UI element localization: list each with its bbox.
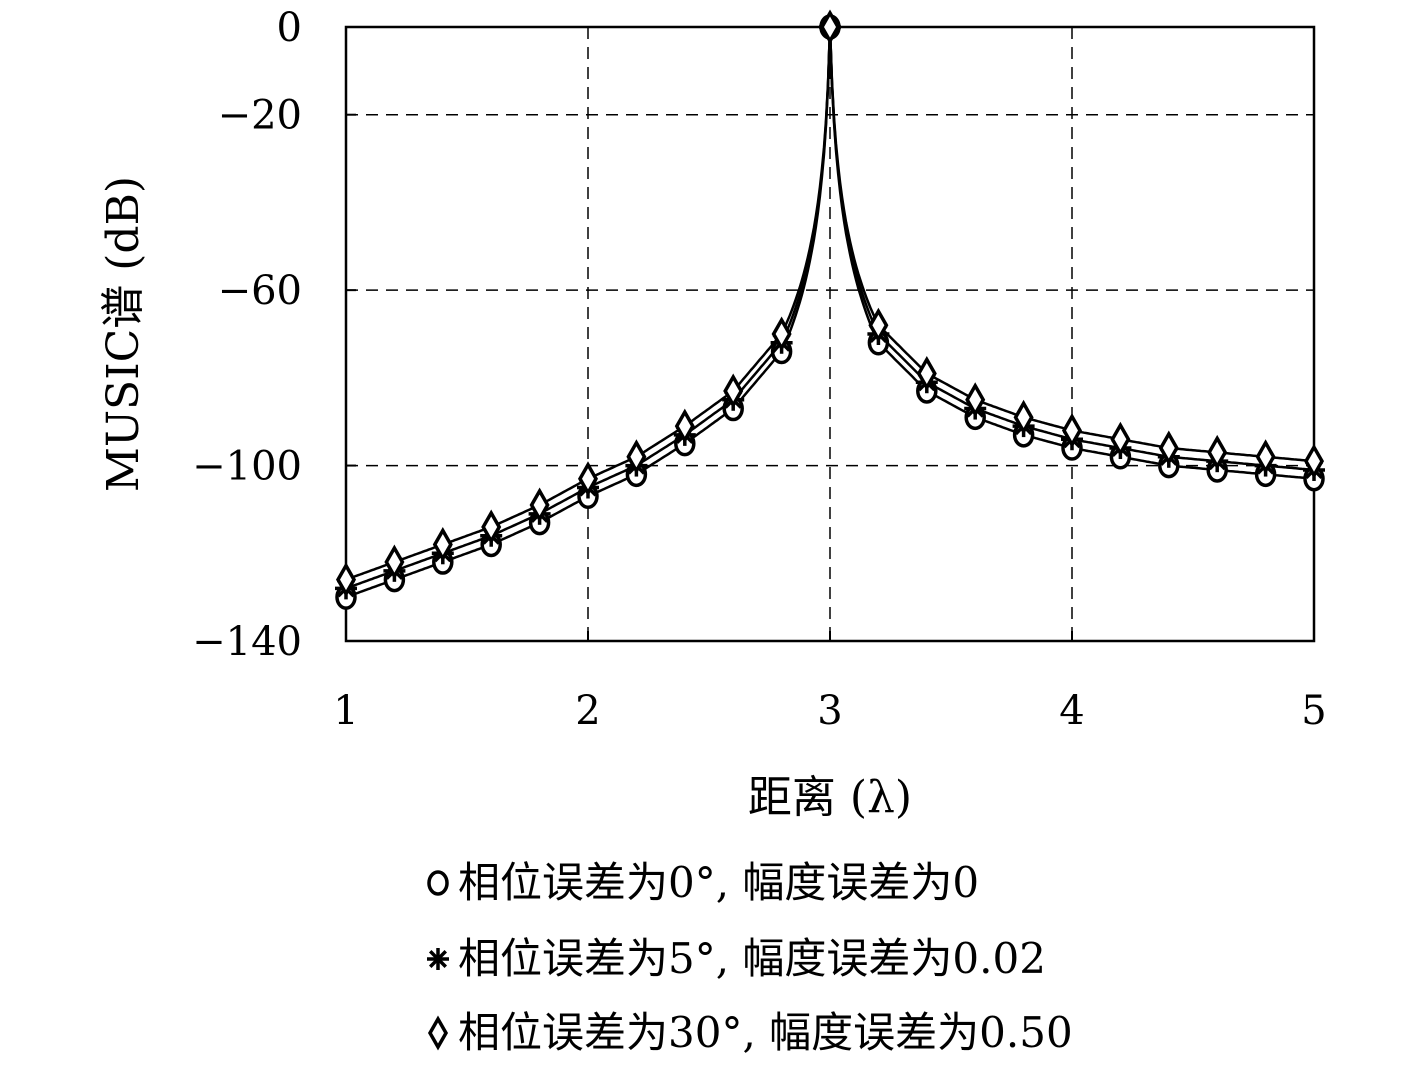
- data-point-diamond: [335, 562, 357, 598]
- data-point-diamond: [1207, 434, 1228, 470]
- data-point-diamond: [626, 439, 647, 475]
- y-axis-ticks: 0 −20 −60 −100 −140: [192, 5, 356, 665]
- data-point-diamond: [529, 487, 550, 523]
- grid: [346, 27, 1314, 641]
- data-point-diamond: [819, 9, 841, 45]
- legend-marker-circle: [427, 870, 449, 896]
- y-tick-label: −20: [218, 93, 302, 139]
- legend-item: 相位误差为0°, 幅度误差为0: [427, 858, 979, 907]
- x-axis-label: 距离 (λ): [748, 772, 912, 823]
- data-point-diamond: [1061, 412, 1083, 449]
- data-point-diamond: [771, 316, 792, 352]
- y-tick-label: −60: [218, 268, 302, 314]
- asterisk-stroke: [428, 949, 448, 969]
- legend-marker-asterisk: [427, 948, 449, 970]
- data-point-diamond: [384, 544, 405, 580]
- legend: 相位误差为0°, 幅度误差为0 相位误差为5°, 幅度误差为0.02 相位误差为30…: [427, 858, 1073, 1057]
- data-point-diamond: [916, 355, 937, 391]
- y-axis-label: MUSIC谱 (dB): [98, 176, 149, 492]
- y-tick-label: −100: [192, 444, 302, 490]
- legend-item: 相位误差为5°, 幅度误差为0.02: [427, 934, 1046, 983]
- x-tick-label: 4: [1059, 688, 1084, 734]
- y-tick-label: −140: [192, 619, 302, 665]
- series-diamond: [335, 9, 1325, 598]
- data-point-diamond: [432, 526, 453, 563]
- data-point-diamond: [965, 382, 986, 418]
- x-axis-ticks: 1 2 3 4 5: [333, 631, 1327, 734]
- x-tick-label: 5: [1301, 688, 1326, 734]
- data-point-diamond: [723, 373, 744, 409]
- x-tick-label: 2: [575, 688, 600, 734]
- data-point-diamond: [1158, 430, 1179, 466]
- x-tick-label: 3: [817, 688, 842, 734]
- legend-label: 相位误差为30°, 幅度误差为0.50: [458, 1008, 1073, 1057]
- x-tick-label: 1: [333, 688, 358, 734]
- legend-item: 相位误差为30°, 幅度误差为0.50: [427, 1008, 1073, 1057]
- data-point-diamond: [674, 408, 695, 444]
- legend-label: 相位误差为0°, 幅度误差为0: [458, 858, 979, 907]
- data-point-diamond: [577, 461, 599, 497]
- data-point-diamond: [868, 307, 889, 343]
- data-point-diamond: [1013, 399, 1034, 435]
- legend-label: 相位误差为5°, 幅度误差为0.02: [458, 934, 1046, 983]
- legend-marker-diamond: [427, 1015, 449, 1051]
- y-tick-label: 0: [277, 5, 302, 51]
- data-point-diamond: [1255, 439, 1276, 475]
- data-point-diamond: [481, 509, 502, 545]
- series-group: [335, 9, 1325, 610]
- data-point-diamond: [1110, 421, 1131, 457]
- data-point-diamond: [1303, 443, 1325, 479]
